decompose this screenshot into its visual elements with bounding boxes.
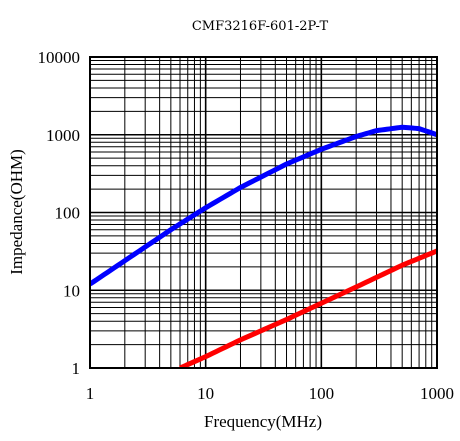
x-tick-label: 10 (197, 384, 214, 403)
x-tick-label: 1 (86, 384, 95, 403)
series-line-2 (178, 248, 437, 368)
y-axis-label: Impedance(OHM) (7, 149, 26, 275)
y-tick-label: 100 (55, 204, 81, 223)
x-tick-label: 100 (309, 384, 335, 403)
y-tick-label: 1 (72, 359, 81, 378)
x-tick-label: 1000 (420, 384, 454, 403)
grid (90, 57, 437, 368)
x-tick-labels: 1 10 100 1000 (86, 384, 454, 403)
y-tick-labels: 1 10 100 1000 10000 (38, 48, 81, 378)
y-tick-label: 10 (63, 281, 80, 300)
y-tick-label: 10000 (38, 48, 81, 67)
x-axis-label: Frequency(MHz) (204, 412, 322, 431)
y-tick-label: 1000 (46, 126, 80, 145)
series-group (90, 124, 437, 368)
plot-frame (89, 56, 438, 369)
series-line-1 (90, 124, 437, 287)
chart-title: CMF3216F-601-2P-T (192, 19, 329, 34)
